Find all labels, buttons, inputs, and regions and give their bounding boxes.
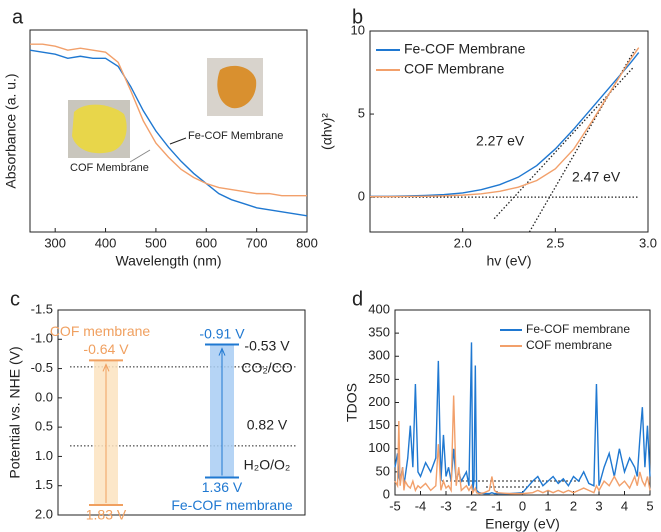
legend-label: COF Membrane	[404, 61, 505, 77]
y-tick-label: 0.5	[35, 419, 53, 434]
x-tick-label: 800	[296, 235, 318, 250]
series-line	[370, 47, 640, 198]
band-bottom-label: 1.83 V	[86, 507, 127, 523]
y-tick-label: 0	[358, 189, 365, 204]
reference-name: CO₂/CO	[241, 360, 292, 376]
reference-name: H₂O/O₂	[244, 457, 291, 473]
y-axis-label: TDOS	[344, 383, 360, 422]
y-tick-label: 200	[368, 394, 390, 409]
y-tick-label: 0.0	[35, 389, 53, 404]
series-annotation: COF Membrane	[70, 162, 149, 174]
y-tick-label: 10	[351, 22, 365, 37]
series-line	[29, 49, 308, 217]
y-tick-label: 1.5	[35, 477, 53, 492]
x-axis-label: hv (eV)	[486, 253, 531, 269]
x-tick-label: 600	[195, 235, 217, 250]
panel-label: d	[352, 288, 363, 310]
y-tick-label: 150	[368, 417, 390, 432]
y-tick-label: 250	[368, 371, 390, 386]
arrow-head	[218, 347, 226, 356]
panel-label: b	[352, 6, 363, 28]
x-tick-label: 3.0	[639, 235, 657, 250]
x-tick-label: 2	[570, 498, 577, 513]
y-tick-label: 350	[368, 325, 390, 340]
x-tick-label: -3	[440, 498, 452, 513]
y-tick-label: 100	[368, 440, 390, 455]
x-tick-label: 3	[595, 498, 602, 513]
series-line	[394, 342, 651, 495]
y-tick-label: 1.0	[35, 448, 53, 463]
x-axis-label: Wavelength (nm)	[115, 253, 221, 269]
y-tick-label: 400	[368, 301, 390, 316]
arrow-head	[102, 363, 110, 372]
photo-fe-cof	[207, 58, 263, 116]
x-tick-label: 700	[246, 235, 268, 250]
band-top-label: -0.64 V	[83, 341, 129, 357]
band-top-label: -0.91 V	[199, 325, 245, 341]
x-tick-label: -1	[491, 498, 503, 513]
band-bottom-label: 1.36 V	[202, 479, 243, 495]
x-tick-label: -5	[389, 498, 401, 513]
x-tick-label: 1	[544, 498, 551, 513]
y-tick-label: 5	[358, 105, 365, 120]
series-annotation: Fe-COF Membrane	[188, 130, 283, 142]
x-tick-label: 2.5	[546, 235, 564, 250]
y-axis-label: (αhv)²	[319, 113, 335, 150]
y-tick-label: 0	[383, 486, 390, 501]
y-tick-label: -0.5	[31, 360, 53, 375]
y-tick-label: -1.5	[31, 301, 53, 316]
x-tick-label: 0	[519, 498, 526, 513]
x-tick-label: -4	[415, 498, 427, 513]
series-line	[394, 395, 651, 495]
x-tick-label: 5	[646, 498, 653, 513]
x-tick-label: 400	[95, 235, 117, 250]
band-name: COF membrane	[50, 323, 151, 339]
panel-label: c	[10, 288, 20, 310]
y-axis-label: Potential vs. NHE (V)	[7, 346, 23, 478]
y-axis-label: Absorbance (a. u.)	[3, 73, 19, 188]
tangent-line	[493, 67, 634, 220]
y-tick-label: 2.0	[35, 506, 53, 521]
y-tick-label: -1.0	[31, 331, 53, 346]
legend-label: Fe-COF membrane	[526, 322, 630, 336]
x-tick-label: 4	[621, 498, 628, 513]
y-tick-label: 300	[368, 348, 390, 363]
y-tick-label: 50	[376, 463, 390, 478]
x-axis-label: Energy (eV)	[485, 516, 560, 532]
x-tick-label: 500	[145, 235, 167, 250]
x-tick-label: 300	[44, 235, 66, 250]
pointer-arrow	[169, 137, 187, 145]
annotation: 2.27 eV	[476, 133, 525, 149]
photo-cof	[68, 100, 130, 158]
panel-label: a	[12, 6, 24, 28]
pointer-arrow	[129, 149, 151, 163]
plot-frame	[29, 29, 308, 233]
series-line	[30, 43, 307, 197]
legend-label: COF membrane	[526, 338, 612, 352]
annotation: 2.47 eV	[572, 169, 621, 185]
x-tick-label: 2.0	[454, 235, 472, 250]
plot-frame	[57, 309, 306, 516]
legend-label: Fe-COF Membrane	[404, 41, 526, 57]
band-name: Fe-COF membrane	[171, 497, 293, 513]
x-tick-label: -2	[466, 498, 478, 513]
plot-frame	[369, 30, 649, 233]
reference-value: -0.53 V	[244, 338, 290, 354]
reference-value: 0.82 V	[247, 417, 288, 433]
